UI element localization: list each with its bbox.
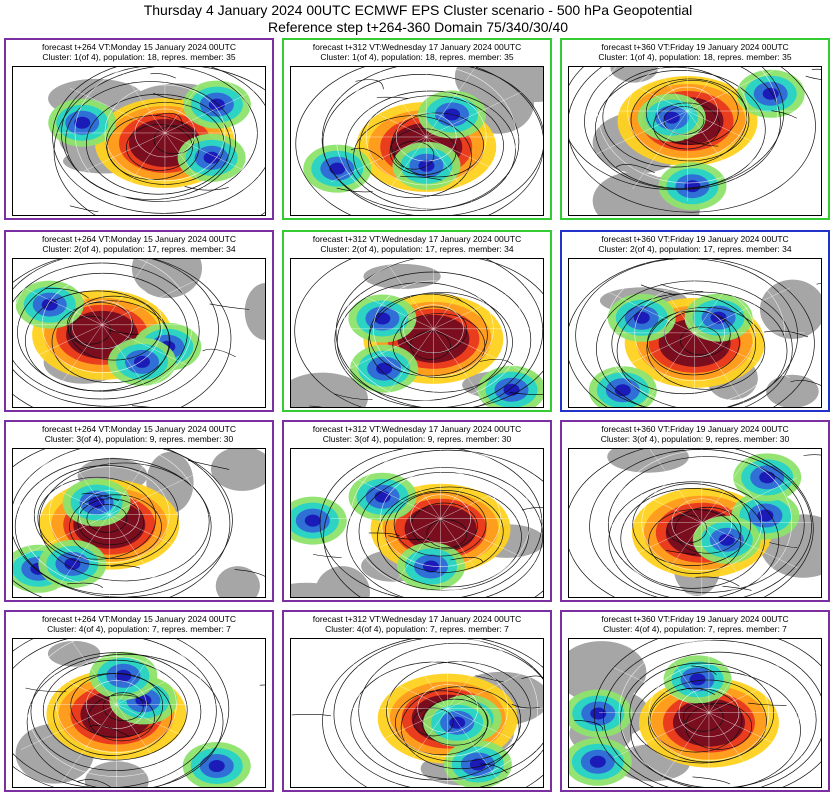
cluster-2-panel-1: forecast t+264 VT:Monday 15 January 2024…	[4, 230, 274, 412]
page-title-line1: Thursday 4 January 2024 00UTC ECMWF EPS …	[143, 2, 693, 18]
cluster-4-panel-2: forecast t+312 VT:Wednesday 17 January 2…	[282, 610, 552, 792]
cluster-2-panel-2: forecast t+312 VT:Wednesday 17 January 2…	[282, 230, 552, 412]
forecast-label: forecast t+360 VT:Friday 19 January 2024…	[601, 424, 789, 434]
panel-header: forecast t+360 VT:Friday 19 January 2024…	[562, 234, 828, 254]
geopotential-map	[12, 638, 266, 788]
cluster-1-panel-1: forecast t+264 VT:Monday 15 January 2024…	[4, 38, 274, 220]
cluster-4-panel-3: forecast t+360 VT:Friday 19 January 2024…	[560, 610, 830, 792]
cluster-label: Cluster: 4(of 4), population: 7, repres.…	[603, 624, 787, 634]
panel-header: forecast t+264 VT:Monday 15 January 2024…	[6, 614, 272, 634]
forecast-label: forecast t+264 VT:Monday 15 January 2024…	[42, 234, 236, 244]
panel-header: forecast t+312 VT:Wednesday 17 January 2…	[284, 42, 550, 62]
panel-header: forecast t+360 VT:Friday 19 January 2024…	[562, 42, 828, 62]
cluster-3-panel-3: forecast t+360 VT:Friday 19 January 2024…	[560, 420, 830, 602]
geopotential-map	[290, 638, 544, 788]
cluster-label: Cluster: 2(of 4), population: 17, repres…	[320, 244, 514, 254]
cluster-label: Cluster: 3(of 4), population: 9, repres.…	[600, 434, 790, 444]
forecast-label: forecast t+264 VT:Monday 15 January 2024…	[42, 424, 236, 434]
forecast-label: forecast t+312 VT:Wednesday 17 January 2…	[312, 234, 522, 244]
cluster-label: Cluster: 3(of 4), population: 9, repres.…	[322, 434, 512, 444]
geopotential-map	[290, 258, 544, 408]
cluster-label: Cluster: 2(of 4), population: 17, repres…	[598, 244, 792, 254]
forecast-label: forecast t+360 VT:Friday 19 January 2024…	[601, 42, 789, 52]
geopotential-map	[568, 448, 822, 598]
forecast-label: forecast t+264 VT:Monday 15 January 2024…	[42, 614, 236, 624]
cluster-label: Cluster: 4(of 4), population: 7, repres.…	[47, 624, 231, 634]
cluster-label: Cluster: 1(of 4), population: 18, repres…	[598, 52, 792, 62]
cluster-label: Cluster: 3(of 4), population: 9, repres.…	[44, 434, 234, 444]
cluster-label: Cluster: 4(of 4), population: 7, repres.…	[325, 624, 509, 634]
page-title-line2: Reference step t+264-360 Domain 75/340/3…	[267, 19, 569, 35]
cluster-label: Cluster: 2(of 4), population: 17, repres…	[42, 244, 236, 254]
forecast-label: forecast t+312 VT:Wednesday 17 January 2…	[312, 614, 522, 624]
cluster-panel-grid: forecast t+264 VT:Monday 15 January 2024…	[4, 38, 832, 798]
cluster-1-panel-2: forecast t+312 VT:Wednesday 17 January 2…	[282, 38, 552, 220]
forecast-label: forecast t+264 VT:Monday 15 January 2024…	[42, 42, 236, 52]
panel-header: forecast t+264 VT:Monday 15 January 2024…	[6, 42, 272, 62]
geopotential-map	[568, 258, 822, 408]
geopotential-map	[568, 638, 822, 788]
panel-header: forecast t+264 VT:Monday 15 January 2024…	[6, 424, 272, 444]
forecast-label: forecast t+312 VT:Wednesday 17 January 2…	[312, 424, 522, 434]
forecast-label: forecast t+312 VT:Wednesday 17 January 2…	[312, 42, 522, 52]
geopotential-map	[12, 66, 266, 216]
forecast-label: forecast t+360 VT:Friday 19 January 2024…	[601, 614, 789, 624]
panel-header: forecast t+312 VT:Wednesday 17 January 2…	[284, 424, 550, 444]
panel-header: forecast t+360 VT:Friday 19 January 2024…	[562, 424, 828, 444]
geopotential-map	[12, 448, 266, 598]
cluster-4-panel-1: forecast t+264 VT:Monday 15 January 2024…	[4, 610, 274, 792]
panel-header: forecast t+360 VT:Friday 19 January 2024…	[562, 614, 828, 634]
forecast-label: forecast t+360 VT:Friday 19 January 2024…	[601, 234, 789, 244]
cluster-label: Cluster: 1(of 4), population: 18, repres…	[42, 52, 236, 62]
cluster-1-panel-3: forecast t+360 VT:Friday 19 January 2024…	[560, 38, 830, 220]
cluster-3-panel-2: forecast t+312 VT:Wednesday 17 January 2…	[282, 420, 552, 602]
geopotential-map	[290, 66, 544, 216]
geopotential-map	[290, 448, 544, 598]
panel-header: forecast t+312 VT:Wednesday 17 January 2…	[284, 234, 550, 254]
cluster-3-panel-1: forecast t+264 VT:Monday 15 January 2024…	[4, 420, 274, 602]
panel-header: forecast t+312 VT:Wednesday 17 January 2…	[284, 614, 550, 634]
cluster-2-panel-3: forecast t+360 VT:Friday 19 January 2024…	[560, 230, 830, 412]
panel-header: forecast t+264 VT:Monday 15 January 2024…	[6, 234, 272, 254]
cluster-label: Cluster: 1(of 4), population: 18, repres…	[320, 52, 514, 62]
geopotential-map	[12, 258, 266, 408]
geopotential-map	[568, 66, 822, 216]
